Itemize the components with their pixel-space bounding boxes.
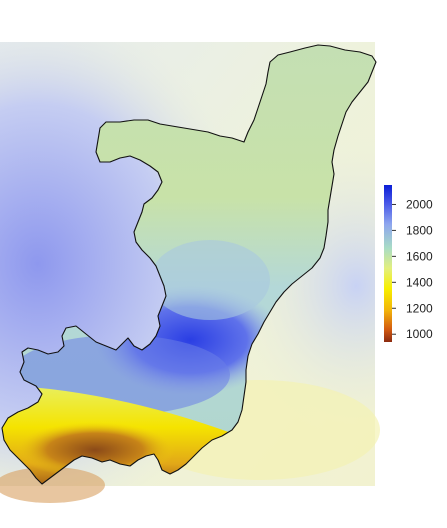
legend-tick-label: 1400 bbox=[406, 275, 433, 289]
legend-tick-label: 2000 bbox=[406, 197, 433, 211]
color-legend: 2000 1800 1600 1400 1200 1000 bbox=[384, 185, 433, 342]
legend-colorbar bbox=[384, 185, 392, 342]
legend-tick-label: 1000 bbox=[406, 327, 433, 341]
country-border bbox=[1, 44, 377, 485]
raster-southwest-brown bbox=[0, 467, 105, 503]
legend-tick-label: 1200 bbox=[406, 301, 433, 315]
legend-tick-label: 1600 bbox=[406, 249, 433, 263]
legend-tick-label: 1800 bbox=[406, 223, 433, 237]
